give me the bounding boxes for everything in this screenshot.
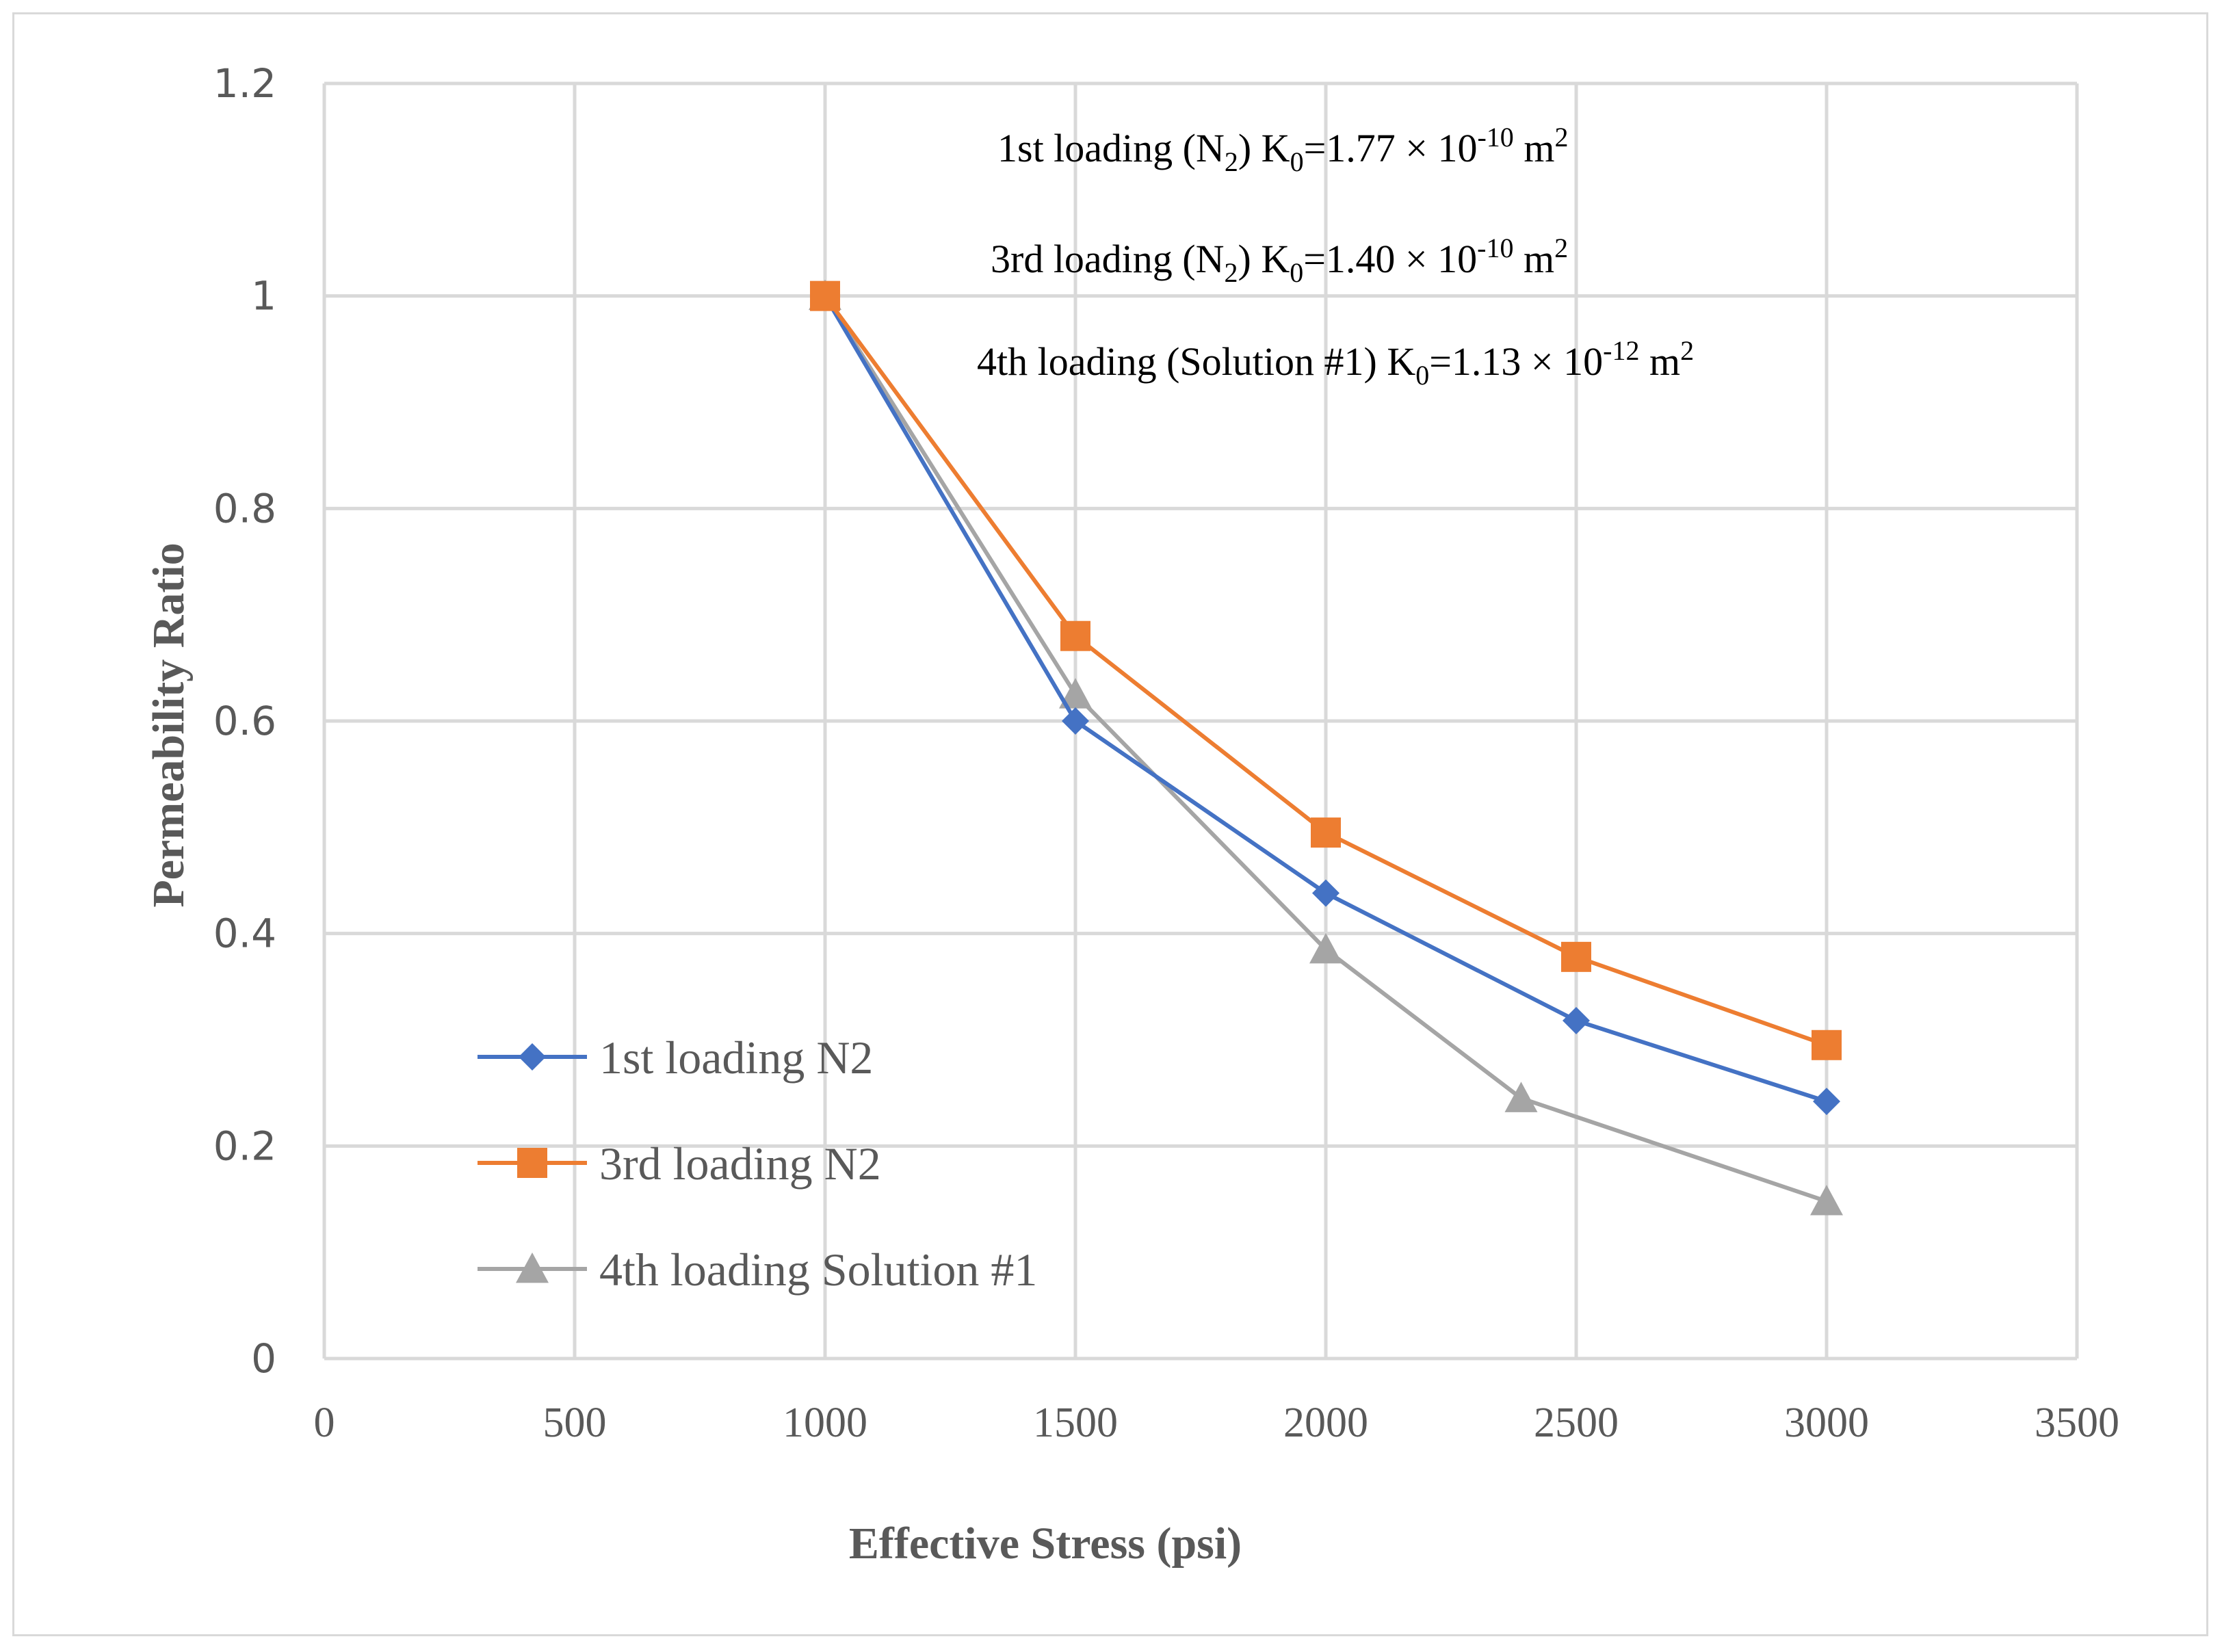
x-axis-title: Effective Stress (psi) — [849, 1519, 1242, 1569]
annotation-subscript: 0 — [1290, 146, 1304, 177]
data-point — [1810, 1185, 1843, 1216]
y-axis-title: Permeability Ratio — [144, 542, 194, 907]
data-point — [810, 280, 840, 311]
y-tick-label: 0.2 — [213, 1123, 276, 1169]
series-diamond — [811, 282, 1840, 1116]
annotation-part: 1st loading (N — [997, 126, 1225, 170]
legend-item: 4th loading Solution #1 — [478, 1244, 1037, 1296]
annotation-part: =1.77 × 10 — [1304, 126, 1478, 170]
x-tick-label: 2500 — [1534, 1400, 1619, 1446]
annotation-subscript: 2 — [1225, 146, 1238, 177]
annotation-superscript: -10 — [1477, 122, 1513, 153]
y-tick-label: 0.4 — [213, 910, 276, 957]
annotation-text: 4th loading (Solution #1) K0=1.13 × 10-1… — [977, 335, 1694, 391]
legend-label: 3rd loading N2 — [599, 1138, 881, 1190]
annotation-text: 3rd loading (N2) K0=1.40 × 10-10 m2 — [991, 233, 1568, 288]
x-axis-ticks: 0 500 1000 1500 2000 2500 3000 3500 — [314, 1400, 2120, 1446]
data-point — [1812, 1030, 1842, 1060]
annotation-part: m — [1513, 237, 1554, 281]
x-tick-label: 0 — [314, 1400, 335, 1446]
data-point — [1813, 1088, 1840, 1116]
annotation-part: =1.40 × 10 — [1303, 237, 1477, 281]
series-triangle — [809, 279, 1843, 1216]
data-point — [1312, 879, 1339, 907]
annotation-part: ) K — [1238, 237, 1290, 281]
data-point — [1504, 1081, 1538, 1112]
series-group — [809, 279, 1843, 1216]
legend-item: 1st loading N2 — [478, 1032, 873, 1084]
annotation-superscript: 2 — [1554, 122, 1568, 153]
y-tick-label: 0 — [251, 1335, 276, 1382]
y-tick-label: 1 — [251, 273, 276, 319]
y-tick-label: 0.8 — [213, 485, 276, 532]
legend-marker — [516, 1253, 549, 1283]
annotation-superscript: -10 — [1477, 233, 1513, 263]
data-point — [1561, 941, 1591, 972]
annotation-part: ) K — [1238, 126, 1290, 170]
legend: 1st loading N2 3rd loading N2 4th loading … — [478, 1032, 1037, 1296]
series-square — [810, 280, 1842, 1060]
annotation-subscript: 0 — [1415, 360, 1429, 391]
x-tick-label: 1000 — [783, 1400, 867, 1446]
legend-item: 3rd loading N2 — [478, 1138, 881, 1190]
legend-marker — [519, 1043, 546, 1071]
annotation-part: m — [1514, 126, 1555, 170]
annotation-part: m — [1639, 339, 1680, 384]
annotation-subscript: 2 — [1225, 257, 1238, 288]
data-point — [1059, 678, 1092, 709]
annotation-part: 3rd loading (N — [991, 237, 1225, 281]
annotation-subscript: 0 — [1290, 257, 1303, 288]
data-point — [1563, 1007, 1590, 1035]
annotation-superscript: -12 — [1603, 335, 1639, 366]
y-axis-ticks: 0 0.2 0.4 0.6 0.8 1 1.2 — [213, 60, 276, 1382]
data-point — [1060, 620, 1090, 651]
annotation-text: 1st loading (N2) K0=1.77 × 10-10 m2 — [997, 122, 1568, 177]
x-tick-label: 3000 — [1784, 1400, 1869, 1446]
chart-frame — [12, 12, 2208, 1636]
annotation-part: 4th loading (Solution #1) K — [977, 339, 1415, 384]
y-tick-label: 0.6 — [213, 698, 276, 744]
data-point — [1311, 817, 1341, 848]
data-point — [1062, 707, 1089, 735]
legend-marker — [517, 1148, 547, 1178]
x-tick-label: 3500 — [2035, 1400, 2119, 1446]
x-tick-label: 500 — [543, 1400, 607, 1446]
annotation-superscript: 2 — [1680, 335, 1694, 366]
y-tick-label: 1.2 — [213, 60, 276, 107]
legend-label: 1st loading N2 — [599, 1032, 873, 1084]
data-point — [1309, 932, 1342, 964]
annotation-superscript: 2 — [1554, 233, 1568, 263]
x-tick-label: 2000 — [1283, 1400, 1368, 1446]
x-tick-label: 1500 — [1033, 1400, 1118, 1446]
annotation-part: =1.13 × 10 — [1429, 339, 1603, 384]
legend-label: 4th loading Solution #1 — [599, 1244, 1037, 1296]
